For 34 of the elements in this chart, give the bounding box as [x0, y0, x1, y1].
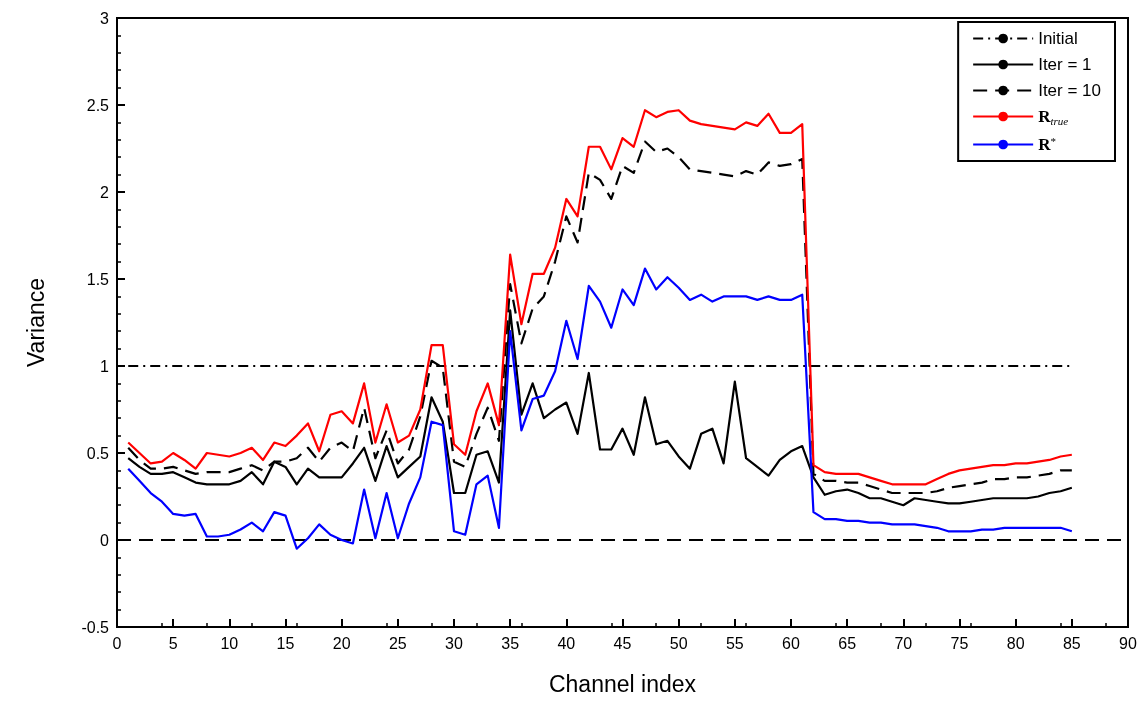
y-tick-label: 0 — [100, 531, 110, 549]
y-tick-label: 1.5 — [86, 270, 110, 288]
x-tick-label: 25 — [388, 634, 407, 652]
x-tick-label: 70 — [894, 634, 913, 652]
y-tick-label: -0.5 — [81, 618, 110, 636]
y-tick-label: 2 — [100, 183, 110, 201]
y-tick-label: 3 — [100, 9, 110, 27]
x-tick-label: 20 — [332, 634, 351, 652]
x-tick-label: 80 — [1006, 634, 1025, 652]
x-axis-title: Channel index — [548, 670, 697, 697]
y-tick-label: 1 — [100, 357, 110, 375]
y-tick-label: 2.5 — [86, 96, 110, 114]
x-tick-label: 45 — [613, 634, 632, 652]
x-tick-label: 40 — [557, 634, 576, 652]
x-tick-label: 50 — [669, 634, 688, 652]
legend-label: Initial — [1038, 29, 1078, 48]
x-tick-label: 15 — [276, 634, 295, 652]
x-tick-label: 10 — [220, 634, 239, 652]
legend-label: Iter = 1 — [1038, 55, 1092, 74]
x-tick-label: 5 — [168, 634, 178, 652]
line-series — [127, 267, 1073, 550]
x-tick-label: 85 — [1062, 634, 1081, 652]
x-tick-label: 35 — [501, 634, 520, 652]
legend-label: R* — [1038, 134, 1056, 154]
y-axis-title: Variance — [22, 277, 49, 368]
x-tick-label: 75 — [950, 634, 969, 652]
x-tick-label: 30 — [445, 634, 463, 652]
y-tick-label: 0.5 — [86, 444, 110, 462]
x-tick-label: 55 — [725, 634, 744, 652]
x-tick-label: 90 — [1119, 634, 1137, 652]
x-tick-label: 65 — [838, 634, 857, 652]
x-tick-label: 0 — [112, 634, 122, 652]
x-tick-label: 60 — [782, 634, 800, 652]
legend-label: Iter = 10 — [1038, 81, 1102, 100]
